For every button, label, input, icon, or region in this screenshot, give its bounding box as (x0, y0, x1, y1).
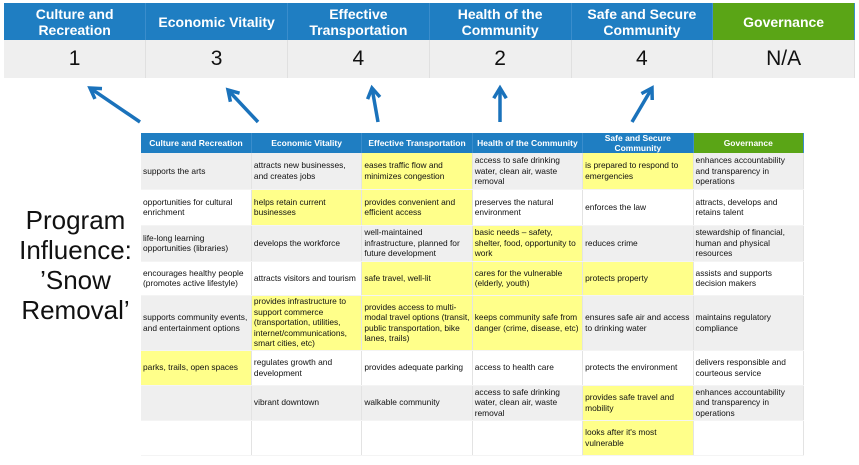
detail-header-safe-and-secure-community: Safe and Secure Community (582, 133, 694, 153)
table-cell: protects property (582, 261, 694, 296)
summary-header-economic-vitality: Economic Vitality (145, 3, 288, 40)
table-cell: enforces the law (582, 189, 694, 226)
summary-score-governance: N/A (712, 40, 855, 78)
table-cell (141, 385, 252, 421)
table-cell: delivers responsible and courteous servi… (693, 350, 805, 386)
table-cell: provides safe travel and mobility (582, 385, 694, 421)
arrow-icon (630, 85, 654, 123)
detail-header-economic-vitality: Economic Vitality (251, 133, 363, 153)
summary-header-governance: Governance (712, 3, 855, 40)
table-cell: regulates growth and development (251, 350, 363, 386)
table-cell: basic needs – safety, shelter, food, opp… (472, 225, 584, 262)
table-cell: provides adequate parking (361, 350, 473, 386)
table-row: vibrant downtown walkable community access… (141, 385, 805, 421)
arrow-icon (225, 87, 260, 124)
table-cell: reduces crime (582, 225, 694, 262)
summary-score-safe-and-secure-community: 4 (571, 40, 714, 78)
table-cell: develops the workforce (251, 225, 363, 262)
program-influence-label: Program Influence: ’Snow Removal’ (19, 205, 132, 325)
table-cell: access to safe drinking water, clean air… (472, 385, 584, 421)
table-row: encourages healthy people (promotes acti… (141, 261, 805, 296)
summary-table: Culture and Recreation Economic Vitality E… (4, 3, 855, 78)
table-cell: walkable community (361, 385, 473, 421)
detail-header-culture-and-recreation: Culture and Recreation (141, 133, 252, 153)
table-cell: protects the environment (582, 350, 694, 386)
table-cell: enhances accountability and transparency… (693, 385, 805, 421)
summary-score-effective-transportation: 4 (287, 40, 430, 78)
table-cell: provides convenient and efficient access (361, 189, 473, 226)
table-cell (693, 420, 805, 456)
table-row: supports community events, and entertain… (141, 295, 805, 351)
table-row: life-long learning opportunities (librar… (141, 225, 805, 262)
table-cell: stewardship of financial, human and phys… (693, 225, 805, 262)
table-cell: encourages healthy people (promotes acti… (141, 261, 252, 296)
table-cell: cares for the vulnerable (elderly, youth… (472, 261, 584, 296)
summary-header-health-of-the-community: Health of the Community (429, 3, 572, 40)
table-cell: enhances accountability and transparency… (693, 153, 805, 190)
table-cell: maintains regulatory compliance (693, 295, 805, 351)
table-cell: looks after it's most vulnerable (582, 420, 694, 456)
table-cell: keeps community safe from danger (crime,… (472, 295, 584, 351)
arrow-icon (492, 84, 508, 122)
table-row: looks after it's most vulnerable (141, 420, 805, 456)
table-cell: supports community events, and entertain… (141, 295, 252, 351)
table-cell: is prepared to respond to emergencies (582, 153, 694, 190)
table-cell: attracts, develops and retains talent (693, 189, 805, 226)
summary-score-culture-and-recreation: 1 (4, 40, 147, 78)
table-cell: opportunities for cultural enrichment (141, 189, 252, 226)
table-cell: parks, trails, open spaces (141, 350, 252, 386)
table-cell: provides access to multi-modal travel op… (361, 295, 473, 351)
table-cell: well-maintained infrastructure, planned … (361, 225, 473, 262)
detail-table: Culture and Recreation Economic Vitality E… (141, 133, 805, 456)
table-cell (361, 420, 473, 456)
table-cell: provides infrastructure to support comme… (251, 295, 363, 351)
summary-value-row: 1 3 4 2 4 N/A (4, 40, 855, 78)
table-cell: ensures safe air and access to drinking … (582, 295, 694, 351)
table-cell: assists and supports decision makers (693, 261, 805, 296)
table-cell: vibrant downtown (251, 385, 363, 421)
detail-header-row: Culture and Recreation Economic Vitality E… (141, 133, 805, 153)
summary-header-effective-transportation: Effective Transportation (287, 3, 430, 40)
table-cell: safe travel, well-lit (361, 261, 473, 296)
table-cell: preserves the natural environment (472, 189, 584, 226)
table-cell (251, 420, 363, 456)
arrow-icon (87, 86, 141, 124)
table-cell (472, 420, 584, 456)
summary-header-row: Culture and Recreation Economic Vitality E… (4, 3, 855, 40)
table-cell: access to health care (472, 350, 584, 386)
table-cell: eases traffic flow and minimizes congest… (361, 153, 473, 190)
table-cell: supports the arts (141, 153, 252, 190)
arrow-icon (365, 84, 382, 123)
table-row: supports the arts attracts new businesses… (141, 153, 805, 190)
table-row: parks, trails, open spaces regulates grow… (141, 350, 805, 386)
summary-header-safe-and-secure-community: Safe and Secure Community (571, 3, 714, 40)
table-cell (141, 420, 252, 456)
table-cell: access to safe drinking water, clean air… (472, 153, 584, 190)
summary-score-health-of-the-community: 2 (429, 40, 572, 78)
table-row: opportunities for cultural enrichment hel… (141, 189, 805, 226)
detail-header-health-of-the-community: Health of the Community (472, 133, 584, 153)
detail-header-governance: Governance (693, 133, 805, 153)
summary-header-culture-and-recreation: Culture and Recreation (4, 3, 147, 40)
table-cell: attracts visitors and tourism (251, 261, 363, 296)
table-cell: life-long learning opportunities (librar… (141, 225, 252, 262)
detail-header-effective-transportation: Effective Transportation (361, 133, 473, 153)
table-cell: helps retain current businesses (251, 189, 363, 226)
table-cell: attracts new businesses, and creates job… (251, 153, 363, 190)
summary-score-economic-vitality: 3 (145, 40, 288, 78)
